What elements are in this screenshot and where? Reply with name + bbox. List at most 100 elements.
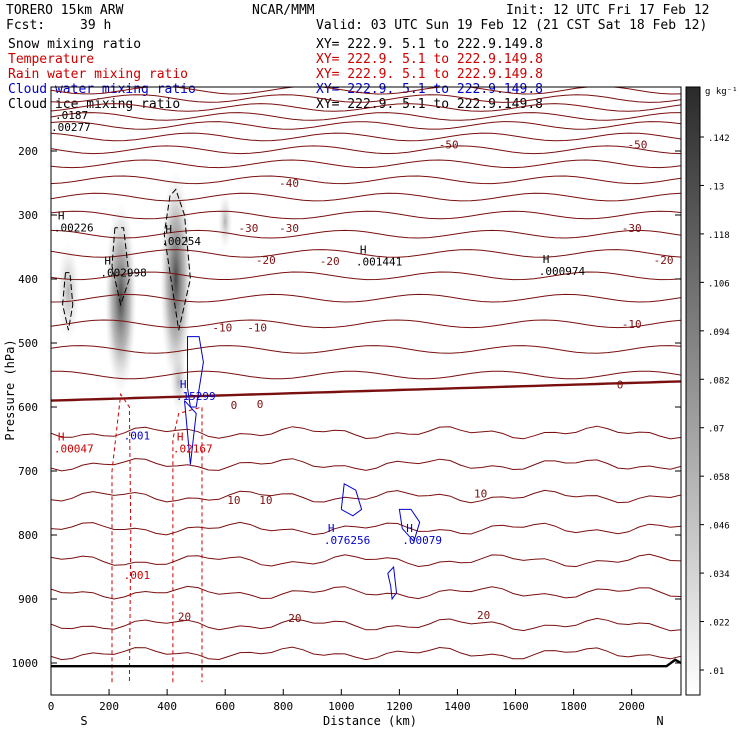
maximum-marker: H bbox=[406, 522, 413, 535]
terrain-line bbox=[51, 658, 681, 668]
legend-label: Cloud water mixing ratio bbox=[8, 82, 196, 97]
x-tick-label: 200 bbox=[99, 700, 119, 713]
isotherm bbox=[51, 112, 681, 121]
isotherm bbox=[51, 585, 681, 600]
rain-contours bbox=[111, 392, 203, 683]
isotherm-label: 0 bbox=[257, 398, 264, 411]
isotherm bbox=[51, 249, 681, 258]
cloud-water-contour bbox=[184, 400, 197, 465]
isotherm bbox=[51, 192, 681, 202]
legend-xy: XY= 222.9. 5.1 to 222.9.149.8 bbox=[316, 67, 543, 82]
y-tick-label: 400 bbox=[18, 273, 38, 286]
maximum-value: .00079 bbox=[402, 534, 442, 547]
isotherm bbox=[51, 229, 681, 239]
isotherm-label: 10 bbox=[227, 494, 240, 507]
ice-contour bbox=[62, 272, 74, 331]
model-title: TORERO 15km ARW bbox=[6, 3, 124, 18]
cloud-water-contour bbox=[340, 483, 363, 517]
x-tick-label: 600 bbox=[215, 700, 235, 713]
isotherm bbox=[51, 175, 681, 185]
isotherm bbox=[51, 293, 681, 303]
terrain bbox=[51, 658, 681, 668]
isotherm bbox=[51, 145, 681, 155]
rain-contour bbox=[111, 392, 132, 683]
y-tick-label: 600 bbox=[18, 401, 38, 414]
isotherm bbox=[51, 345, 681, 354]
temperature-contours bbox=[51, 87, 681, 661]
legend-label: Rain water mixing ratio bbox=[8, 67, 188, 82]
maximum-value: .00047 bbox=[54, 442, 94, 455]
isotherm bbox=[51, 458, 681, 472]
isotherm-label: -40 bbox=[279, 177, 299, 190]
isotherm bbox=[51, 271, 681, 281]
colorbar-tick-label: .094 bbox=[708, 328, 730, 338]
isotherm bbox=[51, 489, 681, 504]
colorbar-tick-label: .046 bbox=[708, 522, 730, 532]
snow-blob bbox=[217, 192, 233, 251]
maximum-marker: H bbox=[177, 430, 184, 443]
isotherm bbox=[51, 553, 681, 568]
south-end-label: S bbox=[80, 714, 87, 728]
colorbar-tick-label: .022 bbox=[708, 619, 730, 629]
colorbar-tick-label: .034 bbox=[708, 570, 730, 580]
isotherm-label: -10 bbox=[212, 322, 232, 335]
maximum-value: .00226 bbox=[54, 222, 94, 235]
forecast-label: Fcst: bbox=[6, 18, 45, 33]
isotherm-label: -20 bbox=[320, 255, 340, 268]
isotherm bbox=[51, 94, 681, 103]
ice-contour bbox=[111, 227, 130, 307]
isotherm-label: 0 bbox=[231, 399, 238, 412]
snow-blob bbox=[104, 202, 137, 395]
init-time: Init: 12 UTC Fri 17 Feb 12 bbox=[506, 3, 710, 18]
legend-xy: XY= 222.9. 5.1 to 222.9.149.8 bbox=[316, 37, 543, 52]
legend-xy: XY= 222.9. 5.1 to 222.9.149.8 bbox=[316, 97, 543, 112]
rain-contour bbox=[172, 406, 203, 683]
colorbar-tick-label: .082 bbox=[708, 376, 730, 386]
y-tick-label: 300 bbox=[18, 209, 38, 222]
maximum-value: .001 bbox=[124, 430, 151, 443]
x-tick-label: 0 bbox=[48, 700, 55, 713]
y-tick-label: 900 bbox=[18, 593, 38, 606]
maximum-marker: H bbox=[180, 378, 187, 391]
isotherm-label: -30 bbox=[622, 222, 642, 235]
x-tick-label: 400 bbox=[157, 700, 177, 713]
isotherm bbox=[51, 87, 681, 95]
maximum-value: .001441 bbox=[356, 256, 402, 269]
maxima-labels: H.00226 H.00254.0187.00277H.002998H.00144… bbox=[51, 109, 585, 582]
isotherm bbox=[51, 521, 681, 536]
isotherm bbox=[51, 646, 681, 661]
forecast-hour: 39 h bbox=[80, 18, 111, 33]
colorbar-tick-label: .106 bbox=[708, 279, 730, 289]
x-tick-label: 1400 bbox=[444, 700, 471, 713]
colorbar-tick-label: .058 bbox=[708, 473, 730, 483]
maximum-value: .02167 bbox=[173, 442, 213, 455]
maximum-marker: H bbox=[328, 522, 335, 535]
isotherm-label: 0 bbox=[617, 379, 624, 392]
isotherm bbox=[51, 370, 681, 380]
cloud-water-contour bbox=[398, 508, 421, 543]
isotherm-label: -20 bbox=[654, 254, 674, 267]
maximum-value: .000974 bbox=[539, 265, 586, 278]
isotherm-label: -10 bbox=[622, 318, 642, 331]
isotherm-label: -30 bbox=[238, 222, 258, 235]
colorbar-tick-label: .01 bbox=[708, 667, 724, 677]
isotherm bbox=[51, 617, 681, 632]
snow-blob bbox=[159, 170, 192, 388]
maximum-value: .002998 bbox=[100, 266, 146, 279]
maximum-marker: H bbox=[165, 223, 172, 236]
org-label: NCAR/MMM bbox=[252, 3, 315, 18]
maximum-marker: H bbox=[360, 244, 367, 257]
valid-time: Valid: 03 UTC Sun 19 Feb 12 (21 CST Sat … bbox=[316, 18, 707, 33]
x-tick-label: 800 bbox=[273, 700, 293, 713]
isotherm-label: -50 bbox=[439, 139, 459, 152]
temperature-labels: -50 -50 -40 -30 -30 -30 -20 -20 -20 -10 -10 -10 0 0 0 1… bbox=[178, 139, 674, 626]
y-tick-label: 200 bbox=[18, 145, 38, 158]
maximum-value: .15299 bbox=[176, 390, 216, 403]
ice-contour bbox=[163, 188, 191, 331]
colorbar-tick-label: .13 bbox=[708, 182, 724, 192]
x-tick-label: 1000 bbox=[328, 700, 355, 713]
isotherm-label: -10 bbox=[247, 322, 267, 335]
snow-blob bbox=[56, 240, 81, 343]
